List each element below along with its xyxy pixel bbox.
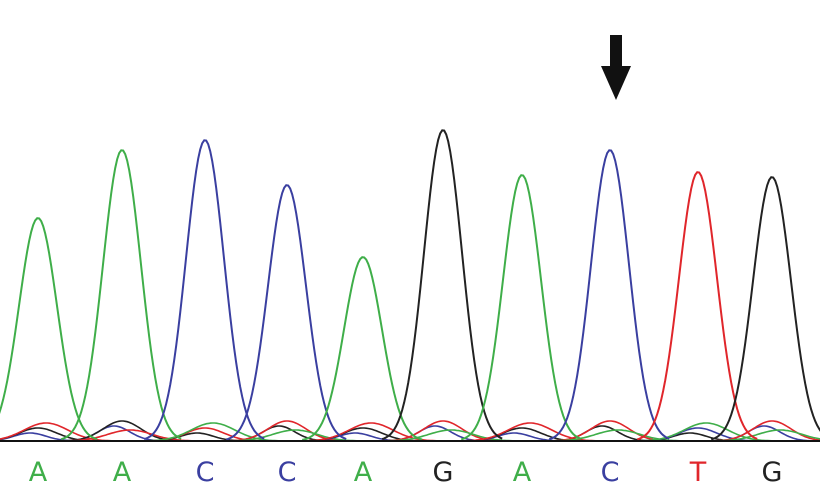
peak-C: [548, 149, 670, 441]
background-trace-T: [300, 422, 441, 442]
background-trace-A: [380, 429, 521, 442]
base-call-C: C: [278, 457, 297, 488]
peak-C: [143, 139, 265, 441]
background-trace-T: [59, 429, 200, 442]
down-arrow-icon: [601, 35, 631, 100]
peak-A: [302, 256, 423, 441]
base-call-A: A: [29, 457, 48, 488]
background-trace-T: [549, 420, 670, 442]
base-call-C: C: [196, 457, 215, 488]
peak-A: [0, 217, 98, 441]
background-trace-G: [61, 420, 182, 442]
base-call-G: G: [762, 457, 783, 488]
background-trace-T: [711, 420, 820, 442]
base-call-G: G: [433, 457, 454, 488]
marker-arrow: [601, 35, 631, 100]
base-call-C: C: [601, 457, 620, 488]
peak-A: [460, 174, 582, 441]
peak-T: [636, 171, 758, 441]
peak-G: [710, 176, 820, 441]
background-trace-A: [547, 429, 688, 442]
background-trace-A: [709, 429, 820, 442]
peak-A: [60, 149, 182, 441]
background-trace-A: [635, 422, 776, 442]
background-trace-A: [224, 429, 365, 442]
base-call-A: A: [354, 457, 373, 488]
background-trace-A: [142, 422, 283, 442]
base-call-T: T: [689, 457, 707, 488]
peak-G: [381, 129, 503, 441]
base-call-A: A: [513, 457, 532, 488]
base-call-A: A: [113, 457, 132, 488]
